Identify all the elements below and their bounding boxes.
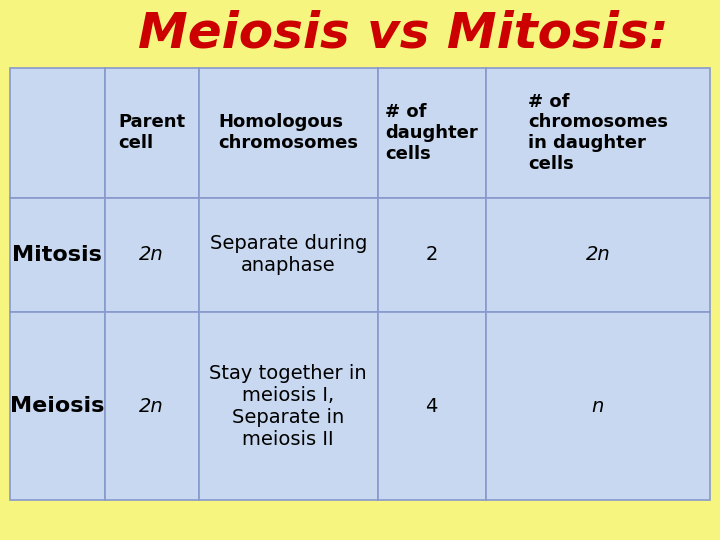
Bar: [486, 198, 710, 312]
Text: 2n: 2n: [585, 245, 611, 265]
Text: n: n: [592, 396, 604, 416]
Bar: [10, 312, 104, 500]
Text: Homologous
chromosomes: Homologous chromosomes: [218, 113, 359, 152]
Text: Stay together in
meiosis I,
Separate in
meiosis II: Stay together in meiosis I, Separate in …: [210, 363, 367, 449]
Bar: [377, 68, 486, 198]
Bar: [10, 198, 104, 312]
Bar: [377, 312, 486, 500]
Bar: [486, 312, 710, 500]
Text: # of
chromosomes
in daughter
cells: # of chromosomes in daughter cells: [528, 92, 668, 173]
Bar: [104, 68, 199, 198]
Text: 2n: 2n: [140, 396, 164, 416]
Bar: [104, 312, 199, 500]
Bar: [199, 68, 377, 198]
Bar: [199, 312, 377, 500]
Text: 2: 2: [426, 245, 438, 265]
Text: 2n: 2n: [140, 245, 164, 265]
Bar: [10, 68, 104, 198]
Bar: [377, 198, 486, 312]
Text: 4: 4: [426, 396, 438, 416]
Text: Meiosis vs Mitosis:: Meiosis vs Mitosis:: [138, 10, 668, 58]
Text: Parent
cell: Parent cell: [118, 113, 185, 152]
Text: Mitosis: Mitosis: [12, 245, 102, 265]
Bar: [199, 198, 377, 312]
Text: Separate during
anaphase: Separate during anaphase: [210, 234, 367, 275]
Text: Meiosis: Meiosis: [10, 396, 104, 416]
Text: # of
daughter
cells: # of daughter cells: [385, 103, 478, 163]
Bar: [104, 198, 199, 312]
Bar: [486, 68, 710, 198]
